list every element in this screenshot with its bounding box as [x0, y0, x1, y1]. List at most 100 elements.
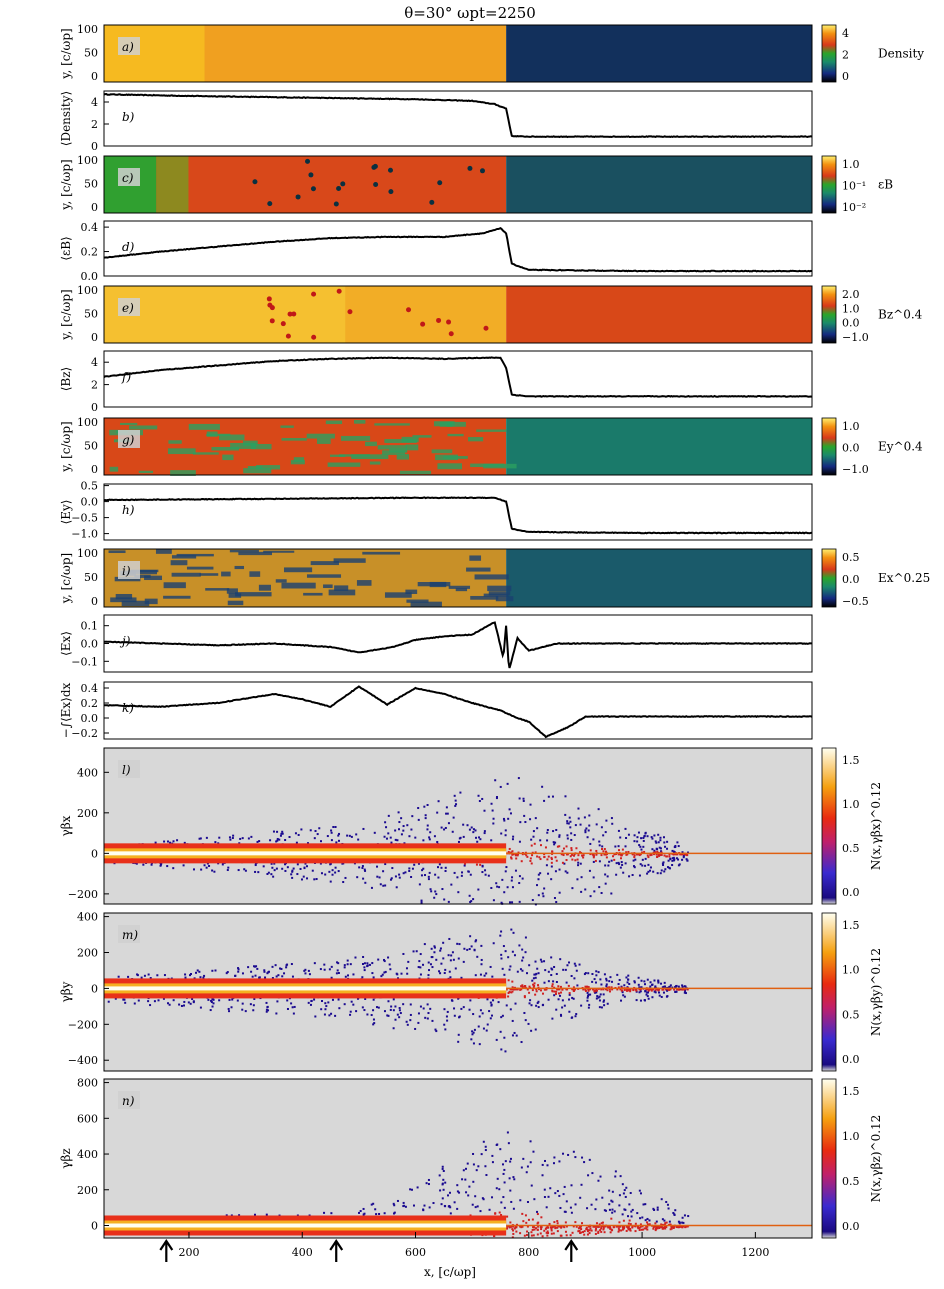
scatter-point [641, 851, 644, 854]
scatter-point [439, 947, 442, 950]
scatter-point [610, 1217, 613, 1220]
scatter-point [658, 846, 661, 849]
scatter-point [519, 821, 522, 824]
scatter-point [330, 1212, 333, 1215]
scatter-point [512, 1207, 515, 1210]
colorbar-e [821, 285, 837, 344]
scatter-point [530, 862, 533, 865]
scatter-point [564, 968, 567, 971]
scatter-point [551, 983, 554, 986]
heatmap-texture [227, 600, 244, 606]
scatter-point [573, 834, 576, 837]
scatter-point [279, 967, 282, 970]
y-tick-label: 0 [91, 847, 98, 860]
scatter-point [550, 861, 553, 864]
scatter-point [519, 1232, 522, 1235]
scatter-point [597, 971, 600, 974]
heatmap-texture [281, 582, 316, 589]
scatter-point [250, 835, 253, 838]
scatter-point [646, 978, 649, 981]
scatter-point [362, 963, 365, 966]
heatmap-texture [144, 575, 163, 581]
scatter-point [262, 865, 265, 868]
scatter-point [603, 999, 606, 1002]
heatmap-texture [405, 589, 418, 594]
scatter-point [624, 827, 627, 830]
scatter-point [468, 828, 471, 831]
scatter-point [551, 985, 554, 988]
scatter-point [500, 930, 503, 933]
scatter-point [433, 951, 436, 954]
scatter-point [304, 862, 307, 865]
panel-l: 1.51.00.50.0N(x,γβx)^0.124002000−200l)γβ… [59, 747, 883, 906]
scatter-point [464, 1167, 467, 1170]
scatter-point [510, 928, 513, 931]
scatter-point [425, 1182, 428, 1185]
scatter-point [387, 956, 390, 959]
scatter-point [487, 874, 490, 877]
scatter-point [363, 962, 366, 965]
scatter-point [409, 1019, 412, 1022]
scatter-point [646, 872, 649, 875]
scatter-point [474, 829, 477, 832]
heatmap-texture [171, 572, 201, 577]
scatter-point [471, 1203, 474, 1206]
scatter-point [546, 1164, 549, 1167]
scatter-point [514, 869, 517, 872]
scatter-point [520, 988, 523, 991]
y-tick-label: 0 [91, 331, 98, 344]
scatter-point [140, 976, 143, 979]
scatter-point [509, 1157, 512, 1160]
scatter-point [585, 1226, 588, 1229]
scatter-point [417, 1012, 420, 1015]
scatter-point [586, 1207, 589, 1210]
heatmap-spot [347, 309, 353, 315]
scatter-point [509, 988, 512, 991]
scatter-point [494, 779, 497, 782]
scatter-point [581, 1222, 584, 1225]
scatter-point [617, 1225, 620, 1228]
scatter-point [292, 1012, 295, 1015]
scatter-point [587, 1174, 590, 1177]
scatter-point [523, 995, 526, 998]
colorbar-tick: 10⁻¹ [842, 180, 866, 193]
scatter-point [440, 866, 443, 869]
scatter-point [355, 833, 358, 836]
scatter-point [413, 863, 416, 866]
heatmap-spot [266, 296, 272, 302]
scatter-point [441, 1167, 444, 1170]
scatter-point [449, 976, 452, 979]
scatter-point [519, 988, 522, 991]
y-tick-label: 0.0 [81, 638, 99, 651]
scatter-point [553, 843, 556, 846]
scatter-point [530, 1184, 533, 1187]
scatter-point [639, 1223, 642, 1226]
scatter-point [668, 867, 671, 870]
scatter-point [495, 796, 498, 799]
scatter-point [313, 878, 316, 881]
scatter-point [654, 986, 657, 989]
scatter-point [458, 1015, 461, 1018]
scatter-point [468, 948, 471, 951]
heatmap-spot [483, 325, 489, 331]
scatter-point [608, 1189, 611, 1192]
scatter-point [588, 1232, 591, 1235]
scatter-point [535, 1004, 538, 1007]
scatter-point [555, 980, 558, 983]
scatter-point [633, 980, 636, 983]
scatter-point [622, 1192, 625, 1195]
scatter-point [428, 1206, 431, 1209]
scatter-point [620, 861, 623, 864]
scatter-point [568, 816, 571, 819]
heatmap-texture [327, 462, 361, 467]
scatter-point [633, 840, 636, 843]
scatter-point [561, 988, 564, 991]
scatter-point [550, 865, 553, 868]
scatter-point [500, 901, 503, 904]
scatter-point [392, 998, 395, 1001]
scatter-point [613, 853, 616, 856]
scatter-point [672, 856, 675, 859]
scatter-point [547, 1231, 550, 1234]
scatter-point [402, 1003, 405, 1006]
